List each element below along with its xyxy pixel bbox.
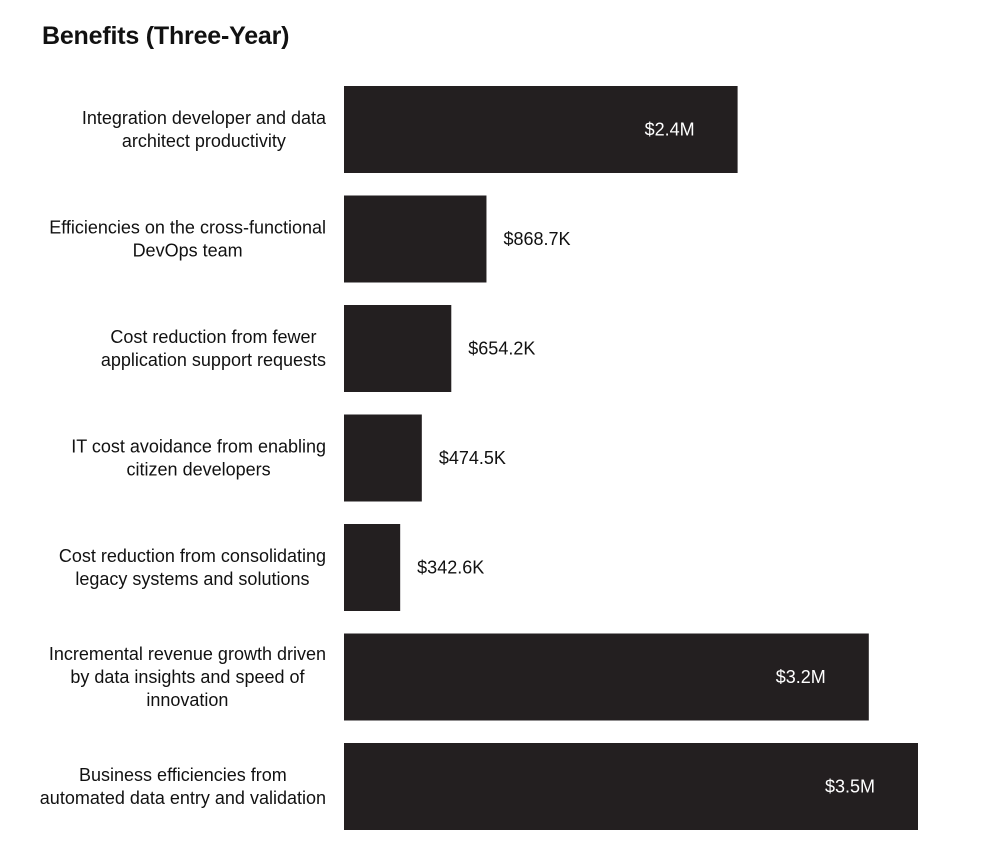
category-label-5: Incremental revenue growth driven by data… [49,644,326,710]
chart-title: Benefits (Three-Year) [42,22,290,50]
bar-4 [344,524,401,611]
value-label-2: $654.2K [468,339,535,359]
value-label-3: $474.5K [439,448,506,468]
bar-0 [344,86,738,173]
value-label-0: $2.4M [645,120,695,140]
value-label-1: $868.7K [503,229,570,249]
value-label-5: $3.2M [776,667,826,687]
category-label-1: Efficiencies on the cross-functional DevO… [49,218,326,261]
bar-3 [344,414,422,502]
category-label-0: Integration developer and data architect … [82,108,327,151]
category-label-6: Business efficiencies from automated data… [40,765,326,808]
bar-5 [344,633,869,721]
bar-2 [344,305,452,392]
category-label-2: Cost reduction from fewer application sup… [101,327,326,370]
bar-1 [344,195,487,283]
category-label-4: Cost reduction from consolidating legacy … [59,546,326,589]
value-label-4: $342.6K [417,558,484,578]
category-label-3: IT cost avoidance from enabling citizen d… [71,437,326,480]
bar-6 [344,743,918,830]
value-label-6: $3.5M [825,777,875,797]
